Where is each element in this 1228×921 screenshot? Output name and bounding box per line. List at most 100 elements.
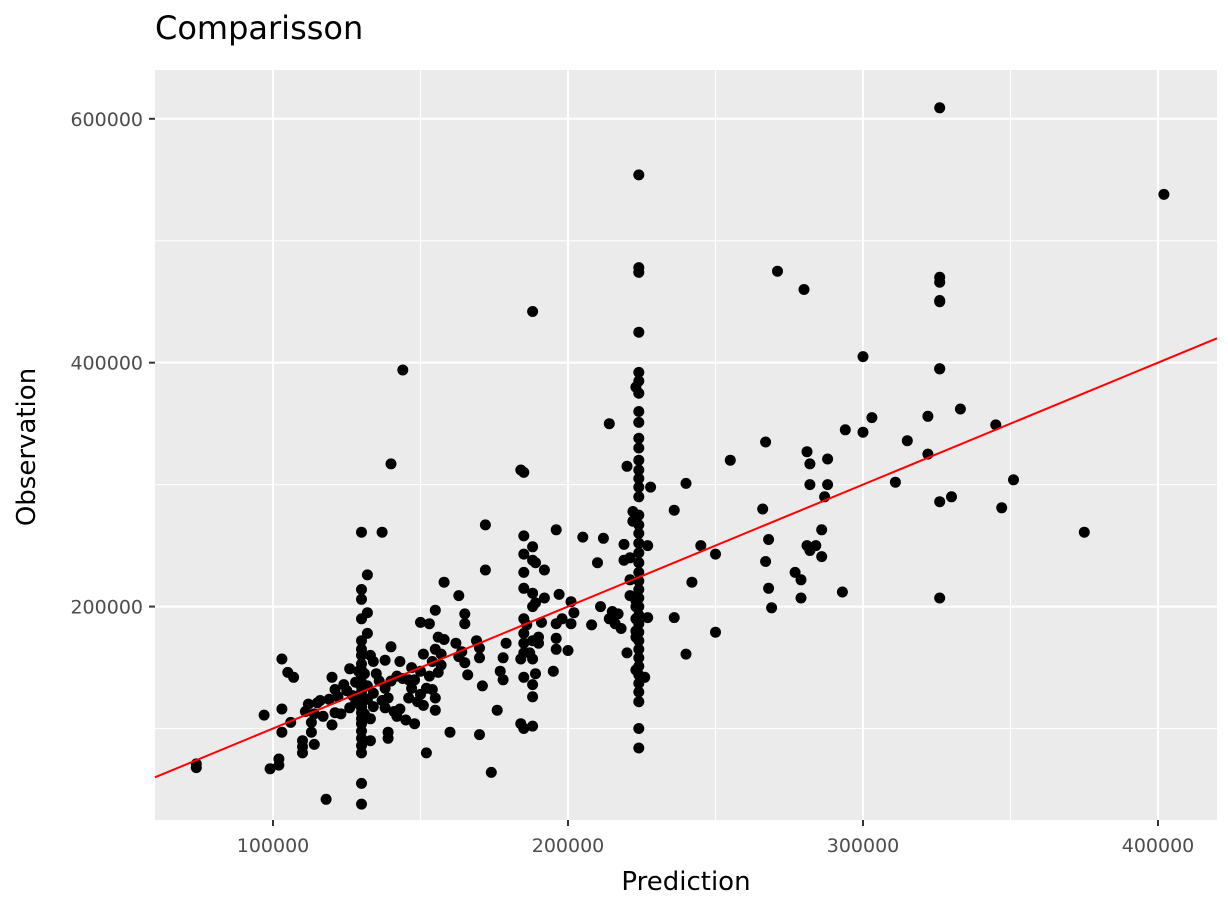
data-point [789, 566, 801, 578]
data-point [550, 632, 562, 644]
data-point [326, 719, 338, 731]
data-point [429, 604, 441, 616]
data-point [633, 454, 645, 466]
reference-line [154, 337, 1218, 779]
data-point [639, 671, 651, 683]
data-point [356, 635, 367, 647]
data-point [857, 426, 869, 438]
data-point [491, 704, 503, 716]
data-point [562, 645, 574, 656]
data-point [276, 703, 288, 715]
data-point [621, 647, 633, 659]
data-point [288, 671, 300, 683]
data-point [686, 576, 698, 588]
data-point [633, 635, 645, 647]
x-tick-label: 100000 [237, 835, 310, 857]
data-point [417, 699, 429, 711]
data-point [462, 669, 474, 681]
data-point [763, 534, 775, 545]
data-point [356, 584, 367, 595]
data-point [453, 590, 465, 602]
data-point [527, 587, 539, 599]
data-point [822, 479, 834, 491]
data-point [612, 608, 624, 620]
data-point [633, 387, 645, 399]
data-point [624, 552, 636, 564]
data-point [429, 704, 441, 716]
data-point [385, 641, 397, 653]
data-point [760, 556, 772, 567]
data-point [633, 547, 645, 559]
data-point [479, 519, 491, 531]
data-point [934, 276, 946, 288]
data-point [409, 674, 421, 686]
data-point [550, 524, 562, 536]
data-point [592, 557, 603, 569]
data-point [798, 284, 810, 295]
data-point [822, 453, 834, 465]
data-point [423, 670, 435, 682]
data-point [530, 557, 541, 569]
data-point [297, 747, 308, 759]
data-point [356, 593, 367, 605]
data-point [724, 454, 736, 466]
data-point [530, 597, 541, 609]
data-point [922, 410, 934, 422]
data-point [527, 720, 539, 732]
data-point [934, 296, 946, 308]
data-point [615, 623, 627, 634]
data-point [474, 652, 485, 664]
data-point [595, 601, 606, 613]
data-point [633, 584, 645, 595]
data-point [273, 759, 285, 771]
data-point [633, 618, 645, 630]
data-point [438, 634, 450, 645]
data-point [633, 742, 645, 754]
data-point [642, 540, 654, 552]
data-point [356, 777, 367, 789]
data-point [527, 306, 539, 317]
data-point [633, 686, 645, 698]
data-point [379, 682, 391, 694]
data-point [444, 726, 456, 738]
data-point [527, 679, 539, 691]
data-point [804, 479, 816, 491]
x-tick-label: 200000 [532, 835, 605, 857]
data-point [394, 656, 406, 667]
data-point [816, 551, 828, 563]
data-point [450, 637, 462, 649]
data-point [382, 732, 394, 744]
data-point [633, 652, 645, 664]
data-point [426, 684, 438, 695]
data-points [190, 102, 1170, 810]
data-point [934, 496, 946, 508]
data-point [406, 682, 418, 694]
y-tick-label: 400000 [70, 353, 143, 375]
data-point [326, 671, 338, 683]
data-point [633, 366, 645, 378]
data-point [633, 609, 645, 621]
y-tick-label: 200000 [70, 597, 143, 619]
data-point [633, 326, 645, 338]
data-point [264, 763, 276, 775]
data-point [795, 592, 807, 604]
data-point [485, 766, 497, 778]
data-point [710, 548, 721, 560]
data-point [633, 696, 645, 708]
data-point [586, 619, 598, 631]
data-point [518, 548, 530, 560]
data-point [479, 564, 491, 576]
data-point [836, 586, 848, 598]
data-point [633, 601, 645, 613]
data-point [276, 653, 288, 665]
data-point [518, 723, 530, 734]
data-point [435, 659, 447, 671]
y-tick-label: 600000 [70, 109, 143, 131]
data-point [474, 729, 485, 741]
data-point [633, 643, 645, 655]
data-point [568, 607, 580, 619]
data-point [518, 566, 530, 578]
data-point [518, 671, 530, 683]
data-point [633, 491, 645, 503]
chart-title: Comparisson [155, 9, 363, 47]
